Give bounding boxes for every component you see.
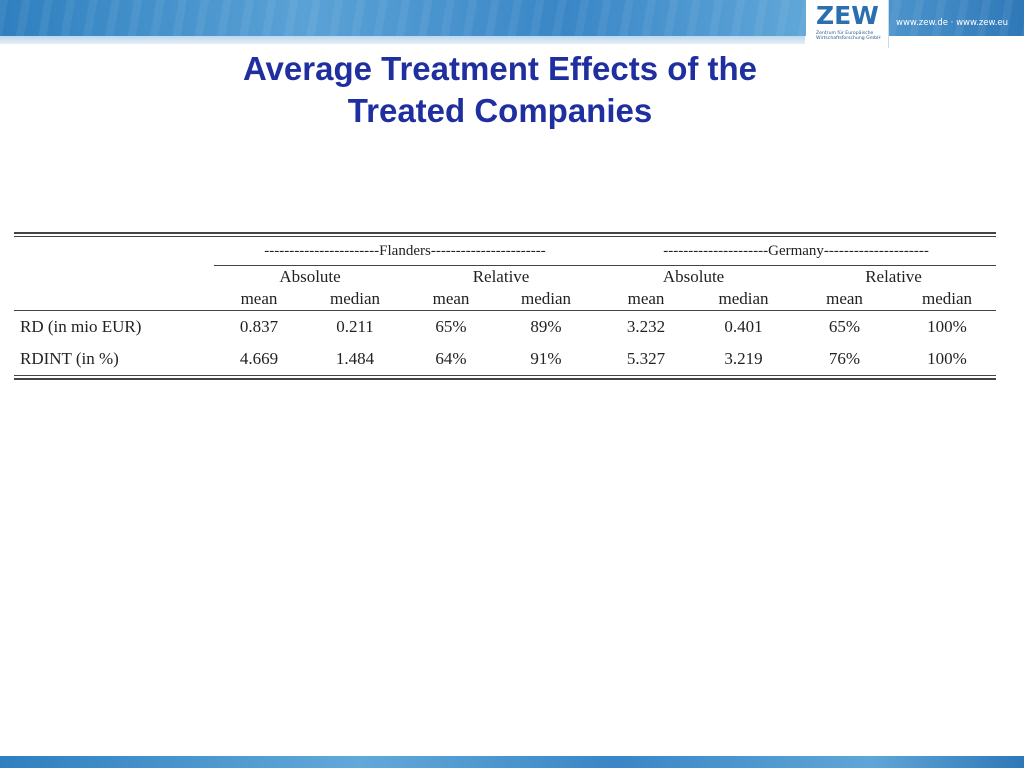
results-grid-body: Absolute Relative Absolute Relative mean… xyxy=(14,266,996,310)
table-cell: 100% xyxy=(927,349,967,368)
top-banner-shade xyxy=(0,36,805,44)
slide-title: Average Treatment Effects of the Treated… xyxy=(150,48,850,132)
group-rule xyxy=(214,265,996,266)
table-row: RDINT (in %) 4.669 1.484 64% 91% 5.327 3… xyxy=(14,343,996,375)
subgroup-germany-absolute: Absolute xyxy=(662,267,725,286)
column-header: mean xyxy=(826,289,863,308)
table-cell: 0.401 xyxy=(724,317,763,336)
column-header: mean xyxy=(627,289,665,308)
zew-logo: ZEW Zentrum für Europäische Wirtschaftsf… xyxy=(806,0,889,48)
subgroup-flanders-relative: Relative xyxy=(472,267,530,286)
results-grid: -----------------------Flanders---------… xyxy=(14,237,996,265)
group-header-germany: ---------------------Germany------------… xyxy=(663,242,929,259)
table-cell: 0.837 xyxy=(239,317,279,336)
table-cell: 5.327 xyxy=(626,349,666,368)
column-header: median xyxy=(329,289,381,308)
column-header: median xyxy=(922,289,973,308)
table-cell: 76% xyxy=(828,349,861,368)
column-header: median xyxy=(718,289,769,308)
group-header-row: -----------------------Flanders---------… xyxy=(14,237,996,265)
row-label: RDINT (in %) xyxy=(20,349,119,368)
slide-title-line-1: Average Treatment Effects of the xyxy=(242,50,758,87)
results-grid-data: RD (in mio EUR) 0.837 0.211 65% 89% 3.23… xyxy=(14,311,996,375)
table-cell: 100% xyxy=(927,317,967,336)
table-cell: 1.484 xyxy=(335,349,375,368)
table-cell: 3.232 xyxy=(626,317,666,336)
subgroup-flanders-absolute: Absolute xyxy=(279,267,341,286)
table-cell: 65% xyxy=(435,317,467,336)
table-cell: 4.669 xyxy=(239,349,279,368)
table-cell: 91% xyxy=(530,349,562,368)
table-cell: 3.219 xyxy=(724,349,763,368)
header-rule xyxy=(14,310,996,311)
table-row: RD (in mio EUR) 0.837 0.211 65% 89% 3.23… xyxy=(14,311,996,343)
slide-title-line-2: Treated Companies xyxy=(347,92,653,129)
subgroup-germany-relative: Relative xyxy=(865,267,922,286)
table-cell: 0.211 xyxy=(336,317,374,336)
column-header: mean xyxy=(240,289,278,308)
table-cell: 89% xyxy=(530,317,562,336)
logo-subtitle: Zentrum für Europäische Wirtschaftsforsc… xyxy=(816,31,881,42)
table-top-rule xyxy=(14,232,996,237)
results-table: -----------------------Flanders---------… xyxy=(14,232,996,380)
site-url: www.zew.de · www.zew.eu xyxy=(896,18,1009,28)
row-label: RD (in mio EUR) xyxy=(20,317,142,336)
table-bottom-rule xyxy=(14,375,996,380)
table-cell: 65% xyxy=(828,317,861,336)
column-header: median xyxy=(520,289,572,308)
logo-text: ZEW xyxy=(816,1,879,30)
subgroup-header-row: Absolute Relative Absolute Relative xyxy=(14,266,996,288)
column-header: mean xyxy=(432,289,470,308)
group-header-empty xyxy=(14,237,214,265)
table-cell: 64% xyxy=(435,349,467,368)
group-header-flanders: -----------------------Flanders---------… xyxy=(264,242,546,259)
bottom-banner xyxy=(0,756,1024,768)
column-header-row: mean median mean median mean median mean… xyxy=(14,288,996,310)
